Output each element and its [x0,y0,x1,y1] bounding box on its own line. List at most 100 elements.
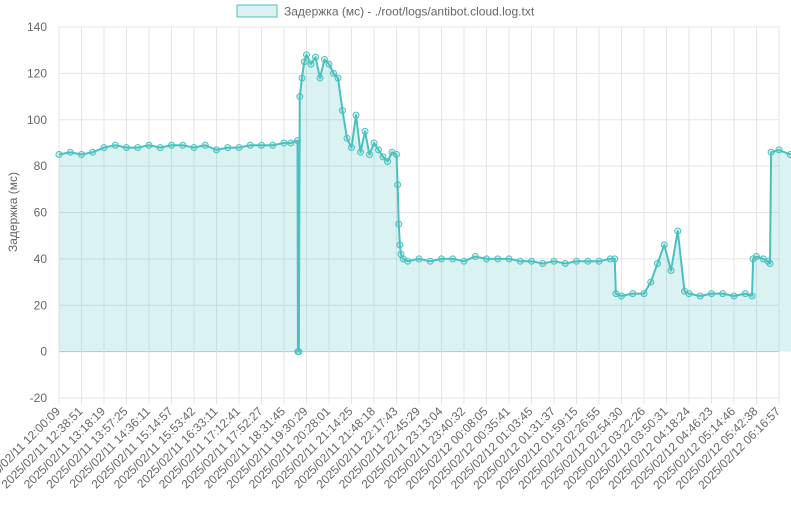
data-point[interactable] [618,292,625,300]
data-point[interactable] [393,151,400,159]
data-point[interactable] [395,220,403,228]
data-point[interactable] [404,257,412,265]
data-point[interactable] [298,74,306,82]
y-tick-label: 120 [27,66,47,80]
data-point[interactable] [224,144,232,152]
data-point[interactable] [573,257,580,265]
data-point[interactable] [660,241,668,249]
series-area [59,54,791,352]
data-point[interactable] [55,151,63,159]
data-point[interactable] [145,141,153,149]
data-point[interactable] [343,134,351,142]
data-point[interactable] [246,141,254,149]
data-point[interactable] [426,257,434,265]
data-point[interactable] [561,260,569,268]
data-point[interactable] [730,292,738,300]
data-point[interactable] [375,146,382,154]
data-point[interactable] [748,292,756,300]
data-point[interactable] [78,151,85,159]
data-point[interactable] [287,139,295,147]
data-point[interactable] [190,144,198,152]
data-point[interactable] [629,290,637,298]
data-point[interactable] [640,290,648,298]
data-point[interactable] [66,148,74,156]
data-point[interactable] [89,148,97,156]
data-point[interactable] [330,69,337,77]
data-point[interactable] [312,53,319,61]
data-point[interactable] [685,290,693,298]
data-point[interactable] [168,141,175,149]
data-point[interactable] [300,58,308,66]
data-point[interactable] [741,290,749,298]
data-point[interactable] [449,255,457,263]
y-tick-label: 140 [27,20,47,34]
data-point[interactable] [100,144,108,152]
data-point[interactable] [775,146,783,154]
data-point[interactable] [708,290,715,298]
data-point[interactable] [134,144,142,152]
data-point[interactable] [280,139,288,147]
data-point[interactable] [696,292,704,300]
data-point[interactable] [539,260,547,268]
data-point[interactable] [379,153,387,161]
data-point[interactable] [647,278,655,286]
data-point[interactable] [316,74,324,82]
data-point[interactable] [438,255,445,263]
data-point[interactable] [156,144,164,152]
legend-swatch [236,4,278,18]
data-point[interactable] [111,141,119,149]
data-point[interactable] [334,74,342,82]
data-point[interactable] [339,106,346,114]
data-point[interactable] [471,253,479,261]
y-tick-label: 100 [27,113,47,127]
chart-legend[interactable]: Задержка (мс) - ./root/logs/antibot.clou… [236,4,535,19]
data-point[interactable] [384,157,391,165]
data-point[interactable] [753,253,760,261]
data-point[interactable] [370,139,378,147]
data-point[interactable] [767,148,775,156]
data-point[interactable] [352,111,360,119]
data-point[interactable] [201,141,209,149]
y-tick-label: 60 [34,206,48,220]
data-point[interactable] [612,290,620,298]
data-point[interactable] [325,60,333,68]
data-point[interactable] [516,257,524,265]
y-axis-ticks: -20 0 20 40 60 80 100 120 140 [27,20,47,405]
data-point[interactable] [179,141,187,149]
data-point[interactable] [235,144,243,152]
data-point[interactable] [667,266,675,274]
data-point[interactable] [321,55,328,63]
data-point[interactable] [396,241,404,249]
data-point[interactable] [294,137,301,145]
data-point[interactable] [584,257,592,265]
data-point[interactable] [258,141,265,149]
data-point[interactable] [483,255,490,263]
data-point[interactable] [611,255,619,263]
data-point[interactable] [674,227,682,235]
data-point[interactable] [296,93,304,101]
data-point[interactable] [654,260,661,268]
data-point[interactable] [460,257,468,265]
data-point[interactable] [595,257,603,265]
data-point[interactable] [357,148,364,156]
data-point[interactable] [394,181,402,189]
data-point[interactable] [494,255,502,263]
data-point[interactable] [766,260,774,268]
data-point[interactable] [415,255,423,263]
data-point[interactable] [719,290,727,298]
data-point[interactable] [505,255,513,263]
data-point[interactable] [361,127,369,135]
data-point[interactable] [348,144,355,152]
data-point[interactable] [303,51,310,59]
data-point[interactable] [295,348,303,356]
data-point[interactable] [307,60,315,68]
data-point[interactable] [786,151,791,159]
data-point[interactable] [213,146,220,154]
data-point[interactable] [269,141,277,149]
data-point[interactable] [550,257,558,265]
y-tick-label: 0 [40,345,47,359]
data-point[interactable] [366,151,373,159]
data-point[interactable] [528,257,535,265]
data-point[interactable] [123,144,130,152]
